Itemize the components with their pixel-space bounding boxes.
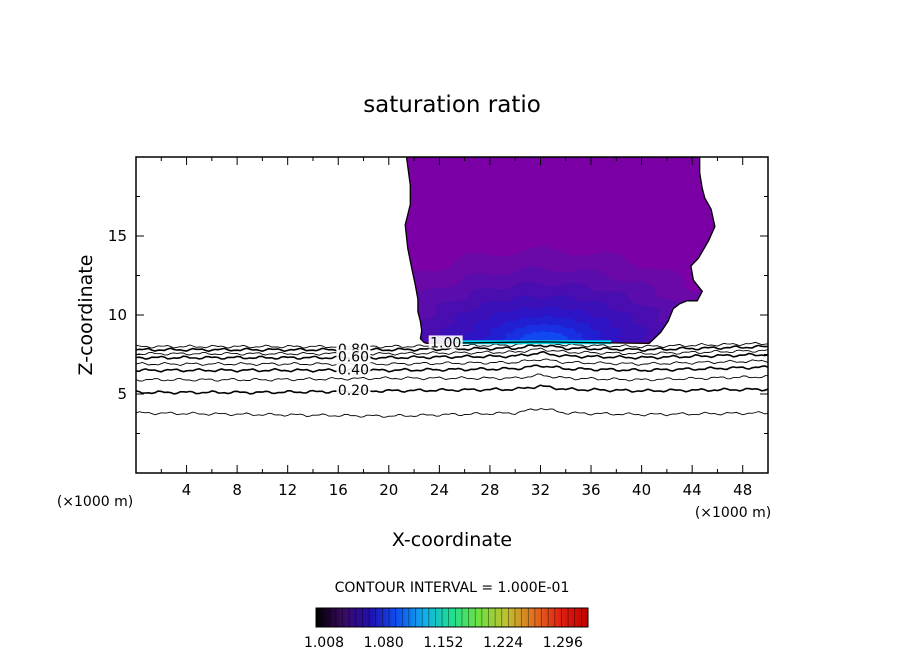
supersaturated-region bbox=[404, 157, 716, 345]
y-tick-label-5: 5 bbox=[117, 385, 127, 403]
x-unit-right: (×1000 m) bbox=[695, 505, 771, 521]
contour-label-0.40: 0.40 bbox=[336, 362, 371, 378]
contour-label-bg bbox=[428, 335, 463, 349]
colorbar-tick-1.152: 1.152 bbox=[423, 635, 463, 651]
contour-line-0.4 bbox=[136, 364, 768, 373]
contour-line-0.6 bbox=[136, 350, 768, 360]
contour-lines bbox=[136, 341, 768, 418]
x-tick-label-24: 24 bbox=[430, 481, 449, 499]
contour-label-0.60: 0.60 bbox=[336, 349, 371, 366]
x-tick-label-8: 8 bbox=[232, 481, 242, 499]
contour-interval: CONTOUR INTERVAL = 1.000E-01 bbox=[335, 580, 570, 596]
contour-label-bg bbox=[336, 362, 371, 376]
x-tick-label-28: 28 bbox=[480, 481, 499, 499]
colorbar-tick-1.008: 1.008 bbox=[304, 635, 344, 651]
y-axis-label: Z-coordinate bbox=[75, 255, 97, 376]
y-tick-label-15: 15 bbox=[108, 227, 127, 245]
x-tick-label-44: 44 bbox=[683, 481, 702, 499]
x-tick-label-48: 48 bbox=[733, 481, 752, 499]
x-tick-label-20: 20 bbox=[379, 481, 398, 499]
colorbar-tick-labels: 1.008 1.080 1.152 1.224 1.296 bbox=[304, 635, 583, 651]
level-fills bbox=[405, 245, 715, 342]
colorbar-tick-1.224: 1.224 bbox=[483, 635, 523, 651]
x-tick-label-4: 4 bbox=[182, 481, 192, 499]
x-tick-label-32: 32 bbox=[531, 481, 550, 499]
x-tick-label-16: 16 bbox=[329, 481, 348, 499]
contour-line-0.7 bbox=[136, 347, 768, 356]
contour-label-text: 0.40 bbox=[338, 362, 369, 378]
x-tick-label-36: 36 bbox=[581, 481, 600, 499]
colorbar-gradient bbox=[315, 607, 589, 628]
x-axis-label: X-coordinate bbox=[392, 529, 512, 551]
x-ticks: 4 8 12 16 20 24 28 32 36 40 44 48 bbox=[160, 157, 752, 499]
chart-title: saturation ratio bbox=[363, 92, 541, 118]
plot-area: 0.800.600.400.201.00 bbox=[136, 157, 768, 418]
contour-line-0.3 bbox=[136, 373, 768, 382]
x-tick-label-40: 40 bbox=[632, 481, 651, 499]
y-ticks: 5 10 15 bbox=[108, 196, 768, 434]
contour-label-text: 0.20 bbox=[338, 383, 369, 399]
colorbar-tick-1.080: 1.080 bbox=[364, 635, 404, 651]
contour-label-1.00: 1.00 bbox=[428, 335, 463, 351]
contour-line-0.5 bbox=[136, 358, 768, 366]
contour-labels: 0.800.600.400.201.00 bbox=[336, 335, 463, 399]
contour-label-bg bbox=[336, 349, 371, 363]
contour-line-0.1 bbox=[136, 408, 768, 418]
colorbar-tick-1.296: 1.296 bbox=[543, 635, 583, 651]
colorbar: 1.008 1.080 1.152 1.224 1.296 bbox=[304, 607, 589, 651]
contour-label-text: 1.00 bbox=[430, 335, 461, 351]
colorbar-dividers bbox=[322, 608, 582, 627]
y-tick-label-10: 10 bbox=[108, 306, 127, 324]
contour-label-bg bbox=[336, 382, 371, 396]
contour-line-0.2 bbox=[136, 384, 768, 395]
x-tick-label-12: 12 bbox=[278, 481, 297, 499]
x-unit-left: (×1000 m) bbox=[57, 494, 133, 510]
region-outline bbox=[404, 157, 716, 345]
fill-level-1.072 bbox=[518, 331, 571, 342]
contour-label-0.20: 0.20 bbox=[336, 382, 371, 399]
contour-label-text: 0.60 bbox=[338, 350, 369, 366]
